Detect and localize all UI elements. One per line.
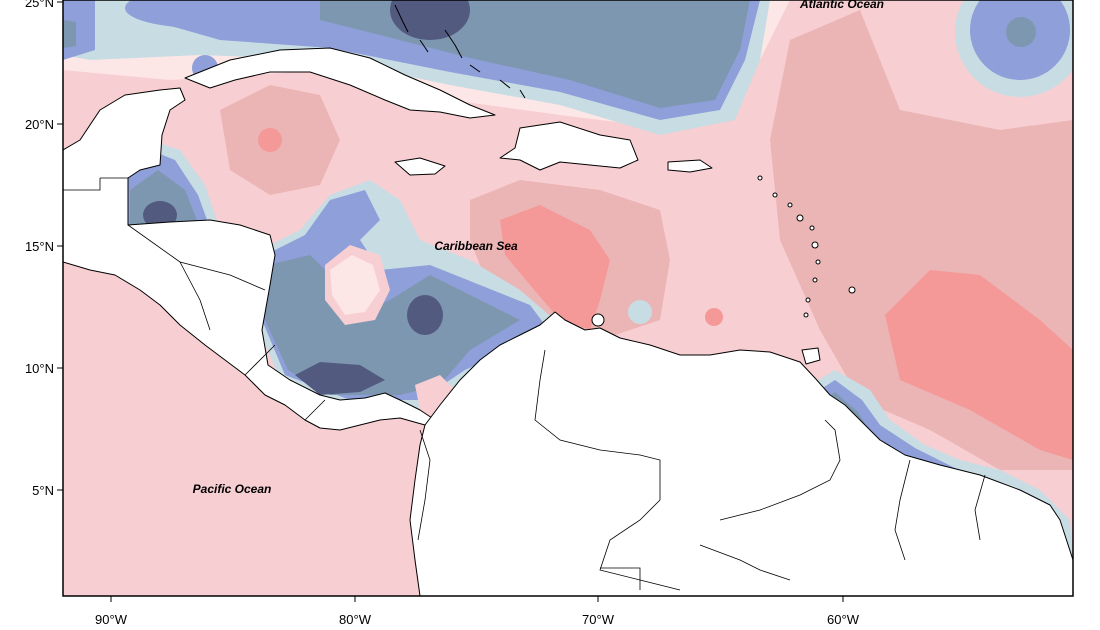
south-america [409,311,1073,596]
salmon-spot-cuba [258,128,282,152]
wcarib-navy-2 [295,362,385,395]
wcarib-blush-blob [330,255,380,315]
country-borders [63,177,986,591]
central-america [63,87,436,431]
lat-label-25: 25°N [25,0,54,10]
land-areas [63,4,1073,596]
lat-label-10: 10°N [25,361,54,376]
salmon-region-central [500,205,610,330]
curacao-blue [628,300,652,324]
lon-label-70: 70°W [582,612,615,627]
cuba [184,47,496,119]
jamaica [394,157,446,176]
northwest-periwinkle [125,0,275,28]
puerto-rico [667,159,713,173]
north-navy [390,0,470,40]
trinidad [801,347,821,365]
salmon-spot-east [705,308,723,326]
bahamas [394,4,526,99]
lon-label-90: 90°W [95,612,128,627]
lesser-antilles [591,175,856,327]
lat-axis: 25°N 20°N 15°N 10°N 5°N [25,0,63,498]
pacific-ocean-label: Pacific Ocean [193,482,272,496]
caribbean-sea-label: Caribbean Sea [434,239,518,253]
salmon-region-east [885,270,1073,460]
lon-axis: 90°W 80°W 70°W 60°W [95,596,860,627]
lon-label-60: 60°W [827,612,860,627]
wcarib-navy-1 [407,295,443,335]
lon-label-80: 80°W [339,612,372,627]
lat-label-20: 20°N [25,117,54,132]
far-west-slate [63,20,76,48]
plot-frame [62,0,1074,597]
lat-label-5: 5°N [32,483,54,498]
ne-slate [1006,17,1036,47]
lat-label-15: 15°N [25,239,54,254]
atlantic-ocean-label: Atlantic Ocean [799,0,884,11]
hispaniola [499,121,639,171]
